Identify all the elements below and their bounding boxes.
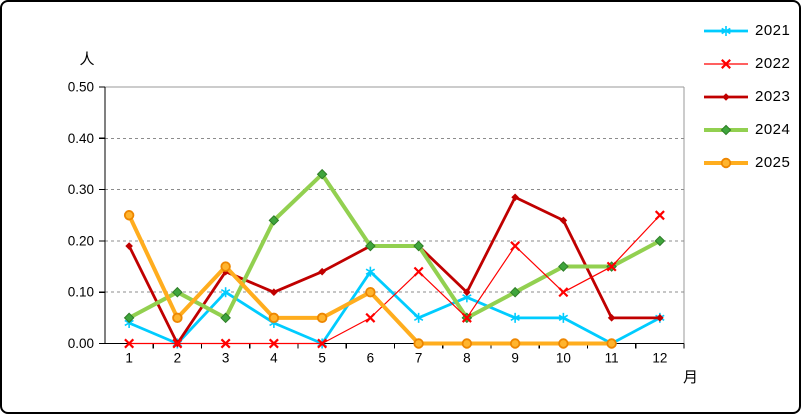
legend-line-sample-2022: [704, 58, 748, 69]
legend-item-2022: 2022: [702, 47, 790, 80]
marker-asterisk: [365, 266, 376, 277]
legend-item-2025: 2025: [702, 146, 790, 179]
marker-x: [721, 58, 731, 69]
plot-border: [105, 86, 685, 344]
marker-asterisk: [413, 312, 424, 323]
marker-diamond: [123, 312, 135, 324]
marker-x: [510, 241, 521, 252]
marker-diamond: [509, 286, 521, 298]
chart-legend: 2021 2022 2023 2024 2025: [702, 14, 790, 179]
marker-circle: [123, 210, 135, 221]
marker-diamond: [365, 240, 376, 252]
y-axis-title: 人: [79, 51, 95, 68]
x-tick-label: 12: [652, 351, 667, 366]
legend-label: 2023: [755, 88, 791, 105]
legend-item-2024: 2024: [702, 113, 790, 146]
marker-x: [413, 266, 424, 277]
y-tick-label: 0.20: [68, 233, 94, 248]
marker-x: [365, 312, 376, 323]
marker-diamond: [172, 286, 183, 298]
gridlines: [105, 137, 684, 293]
series-line-2024: [127, 172, 662, 320]
marker-circle: [268, 312, 280, 324]
marker-circle: [606, 338, 617, 349]
x-tick-label: 10: [556, 351, 571, 366]
marker-asterisk: [220, 287, 231, 298]
marker-x: [220, 338, 231, 349]
legend-label: 2024: [755, 121, 791, 138]
marker-diamond-small: [607, 314, 616, 322]
marker-diamond: [220, 312, 231, 324]
x-tick-label: 8: [463, 351, 471, 366]
series-2022: [124, 210, 665, 349]
y-tick-label: 0.10: [68, 285, 94, 300]
marker-asterisk: [721, 25, 731, 36]
marker-x: [654, 210, 665, 221]
marker-diamond: [558, 261, 569, 272]
marker-circle: [509, 338, 521, 349]
x-tick-label: 1: [125, 351, 133, 366]
marker-diamond: [413, 240, 424, 252]
y-tick-label: 0.30: [68, 182, 94, 197]
marker-x: [461, 312, 472, 323]
marker-diamond: [654, 235, 666, 247]
marker-asterisk: [510, 312, 520, 323]
x-tick-label: 2: [174, 351, 182, 366]
marker-circle: [461, 338, 473, 349]
legend-item-2021: 2021: [702, 14, 790, 47]
marker-x: [606, 261, 617, 272]
marker-circle: [316, 312, 328, 324]
marker-diamond-small: [270, 288, 278, 296]
y-tick-label: 0.00: [68, 336, 94, 351]
x-axis-title: 月: [683, 369, 699, 386]
x-tick-label: 9: [511, 351, 519, 366]
marker-diamond-small: [559, 216, 568, 225]
marker-diamond: [268, 215, 280, 226]
marker-x: [124, 338, 135, 349]
legend-label: 2022: [755, 55, 791, 72]
series-2023: [125, 193, 664, 348]
series-line-2022: [128, 214, 661, 345]
marker-x: [558, 287, 569, 298]
marker-diamond-small: [125, 242, 133, 250]
series-2025: [123, 210, 617, 349]
marker-circle: [172, 312, 183, 324]
legend-line-sample-2021: [704, 25, 748, 36]
marker-circle: [365, 287, 376, 298]
legend-label: 2025: [755, 154, 791, 171]
marker-x: [268, 338, 279, 349]
legend-line-sample-2023: [704, 92, 748, 101]
marker-x: [317, 338, 328, 349]
x-tick-label: 3: [222, 351, 230, 366]
x-tick-label: 11: [605, 351, 619, 366]
marker-diamond-small: [656, 314, 664, 322]
x-tick-label: 7: [415, 351, 423, 366]
legend-label: 2021: [755, 22, 791, 39]
marker-asterisk: [558, 312, 569, 323]
x-tick-label: 6: [367, 351, 375, 366]
marker-diamond-small: [722, 92, 730, 101]
y-tick-label: 0.40: [68, 131, 94, 146]
marker-diamond-small: [318, 267, 326, 276]
marker-circle: [413, 338, 424, 349]
legend-item-2023: 2023: [702, 80, 790, 113]
y-tick-label: 0.50: [68, 80, 94, 95]
marker-diamond-small: [463, 288, 471, 296]
axis-tick-labels: 0.000.100.200.300.400.501 2 3 4 5 6 7 8 9 10 11 12: [68, 80, 668, 366]
x-tick-label: 5: [318, 351, 326, 366]
x-tick-label: 4: [270, 351, 278, 366]
marker-diamond: [720, 124, 732, 135]
legend-line-sample-2025: [704, 157, 748, 168]
marker-diamond: [316, 168, 328, 180]
marker-circle: [720, 157, 732, 168]
series-line-2023: [127, 195, 662, 345]
marker-diamond-small: [511, 193, 519, 202]
marker-circle: [558, 338, 569, 349]
marker-circle: [220, 261, 231, 272]
legend-line-sample-2024: [704, 124, 748, 135]
marker-x: [172, 338, 183, 349]
